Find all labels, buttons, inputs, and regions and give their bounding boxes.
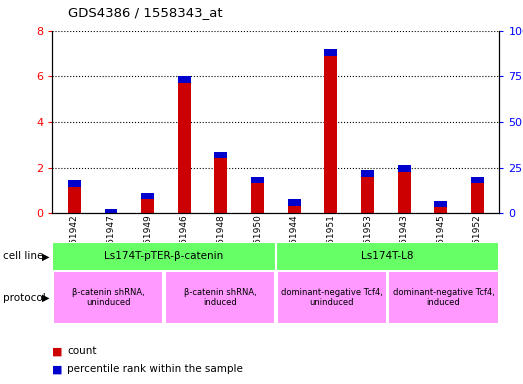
Bar bbox=[398, 165, 411, 172]
Bar bbox=[52, 242, 276, 271]
Bar bbox=[389, 271, 499, 324]
Bar bbox=[277, 271, 387, 324]
Text: protocol: protocol bbox=[3, 293, 46, 303]
Bar bbox=[324, 49, 337, 56]
Text: dominant-negative Tcf4,
uninduced: dominant-negative Tcf4, uninduced bbox=[281, 288, 383, 307]
Text: GDS4386 / 1558343_at: GDS4386 / 1558343_at bbox=[68, 6, 223, 19]
Text: dominant-negative Tcf4,
induced: dominant-negative Tcf4, induced bbox=[393, 288, 495, 307]
Bar bbox=[361, 170, 374, 177]
Bar bbox=[105, 209, 117, 213]
Text: Ls174T-pTER-β-catenin: Ls174T-pTER-β-catenin bbox=[105, 251, 224, 262]
Bar bbox=[251, 177, 264, 213]
Bar bbox=[435, 200, 447, 213]
Bar bbox=[288, 199, 301, 206]
Bar bbox=[178, 76, 191, 213]
Bar bbox=[471, 177, 484, 213]
Bar bbox=[178, 76, 191, 83]
Bar bbox=[288, 199, 301, 213]
Bar bbox=[276, 242, 499, 271]
Text: ▶: ▶ bbox=[42, 293, 50, 303]
Bar bbox=[141, 193, 154, 199]
Bar bbox=[251, 177, 264, 184]
Bar bbox=[214, 152, 228, 159]
Text: ▶: ▶ bbox=[42, 251, 50, 262]
Bar bbox=[68, 180, 81, 213]
Text: Ls174T-L8: Ls174T-L8 bbox=[361, 251, 414, 262]
Bar bbox=[141, 193, 154, 213]
Bar bbox=[398, 165, 411, 213]
Bar bbox=[471, 177, 484, 184]
Bar bbox=[324, 49, 337, 213]
Text: ■: ■ bbox=[52, 346, 63, 356]
Bar bbox=[53, 271, 163, 324]
Text: count: count bbox=[67, 346, 96, 356]
Text: β-catenin shRNA,
induced: β-catenin shRNA, induced bbox=[184, 288, 256, 307]
Text: cell line: cell line bbox=[3, 251, 43, 262]
Bar bbox=[105, 209, 117, 213]
Bar bbox=[165, 271, 275, 324]
Bar bbox=[214, 152, 228, 213]
Bar bbox=[68, 180, 81, 187]
Bar bbox=[361, 170, 374, 213]
Text: percentile rank within the sample: percentile rank within the sample bbox=[67, 364, 243, 374]
Bar bbox=[435, 200, 447, 207]
Text: ■: ■ bbox=[52, 364, 63, 374]
Text: β-catenin shRNA,
uninduced: β-catenin shRNA, uninduced bbox=[72, 288, 144, 307]
